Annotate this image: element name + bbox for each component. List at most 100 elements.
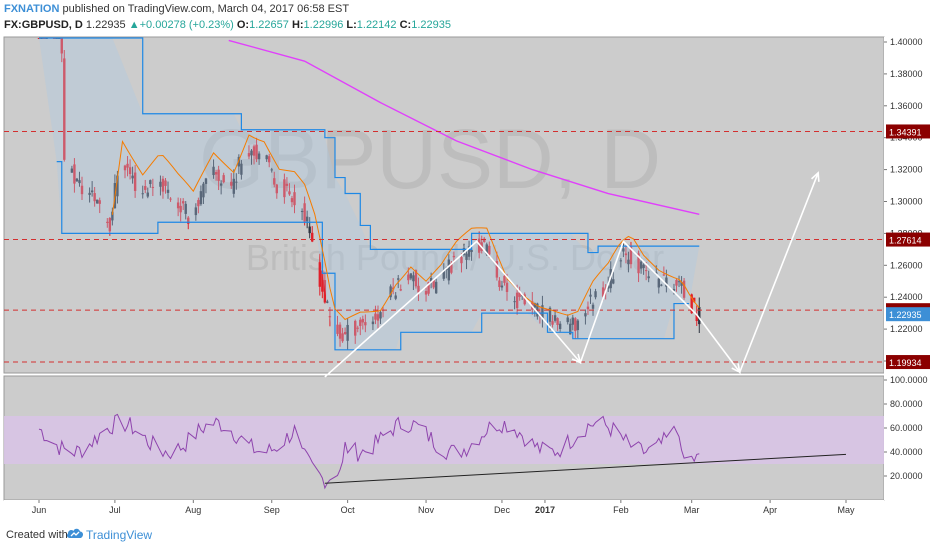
time-axis-label: Feb: [613, 505, 629, 515]
candle-body: [166, 189, 170, 193]
candle-body: [657, 278, 660, 288]
candle-body: [164, 180, 167, 186]
candle-body: [558, 323, 562, 329]
candle-body: [619, 260, 623, 262]
candle-body: [569, 323, 572, 335]
candle-body: [541, 305, 544, 319]
candle-body: [336, 324, 339, 334]
price-axis-label: 1.24000: [890, 292, 923, 302]
candle-body: [93, 193, 96, 202]
candle-body: [123, 165, 127, 171]
candle-body: [75, 178, 79, 182]
candle-body: [399, 289, 402, 291]
rsi-axis-label: 80.0000: [890, 399, 923, 409]
created-with-text: Created with: [6, 529, 68, 541]
candle-body: [513, 301, 516, 303]
candle-body: [591, 304, 595, 309]
candle-body: [214, 172, 218, 175]
candle-body: [199, 191, 203, 205]
chart-header: FXNATION published on TradingView.com, M…: [0, 0, 932, 36]
candle-body: [414, 270, 418, 287]
candle-body: [283, 179, 286, 198]
candle-body: [566, 317, 569, 323]
author-name[interactable]: FXNATION: [4, 3, 60, 15]
change-arrow-icon: ▲: [128, 19, 140, 31]
candle-body: [144, 186, 147, 190]
candle-body: [78, 180, 81, 184]
candle-body: [361, 318, 365, 323]
candle-body: [434, 281, 438, 294]
candle-body: [548, 307, 552, 322]
time-axis-label: Dec: [494, 505, 511, 515]
candle-body: [576, 320, 580, 331]
price-label-text: 1.34391: [889, 127, 922, 137]
tradingview-brand[interactable]: TradingView: [86, 528, 153, 542]
channel-upper-line: [39, 37, 700, 254]
candle-body: [169, 198, 172, 200]
high-label: H:: [291, 19, 304, 31]
moving-average-line: [228, 39, 700, 215]
current-price-label: [886, 307, 930, 322]
candle-body: [680, 282, 683, 286]
candle-body: [181, 201, 185, 204]
candle-body: [255, 144, 258, 160]
tradingview-cloud-icon: [66, 528, 84, 538]
level-price-label: [886, 124, 930, 139]
candle-body: [409, 273, 413, 279]
candle-body: [197, 200, 200, 207]
candle-body: [432, 279, 435, 288]
candle-body: [285, 183, 289, 186]
candle-body: [364, 322, 367, 326]
rsi-axis-label: 20.0000: [890, 471, 923, 481]
candle-body: [518, 292, 521, 297]
candle-body: [247, 153, 251, 157]
candle-body: [665, 277, 668, 287]
candle-body: [574, 318, 577, 332]
candle-body: [533, 303, 537, 308]
candle-body: [230, 181, 233, 186]
rsi-axis-label: 60.0000: [890, 423, 923, 433]
level-price-label: [886, 355, 930, 370]
low-value: 1.22142: [356, 19, 397, 31]
price-axis-label: 1.32000: [890, 165, 923, 175]
candle-body: [412, 275, 415, 282]
time-axis-label: May: [837, 505, 855, 515]
ohlc-line: FX:GBPUSD, D 1.22935 ▲+0.00278 (+0.23%) …: [4, 19, 451, 31]
price-label-text: 1.27614: [889, 236, 922, 246]
candle-body: [161, 178, 165, 192]
candle-body: [202, 183, 205, 198]
candle-body: [644, 270, 648, 272]
candle-body: [131, 175, 134, 179]
candle-body: [95, 199, 99, 204]
candle-body: [551, 321, 554, 325]
candle-body: [60, 38, 63, 54]
candle-body: [303, 203, 306, 222]
candle-body: [343, 332, 347, 334]
candle-body: [328, 316, 332, 318]
candle-body: [407, 274, 410, 281]
candle-body: [288, 191, 291, 195]
candle-body: [356, 327, 359, 329]
candle-body: [63, 58, 66, 160]
candle-body: [265, 155, 268, 160]
price-axis-label: 1.40000: [890, 37, 923, 47]
candle-body: [70, 168, 74, 173]
candle-body: [682, 280, 686, 298]
candle-body: [326, 301, 329, 303]
candle-body: [467, 246, 471, 257]
candle-body: [695, 314, 698, 321]
candle-body: [106, 221, 109, 223]
candle-body: [128, 167, 132, 175]
candle-body: [460, 257, 463, 264]
candle-body: [149, 180, 152, 185]
arrowhead-up: [811, 171, 820, 182]
last-price: 1.22935: [85, 19, 126, 31]
candle-body: [257, 153, 261, 160]
channel-lower-line: [56, 161, 690, 351]
candle-body: [637, 253, 640, 274]
candle-body: [470, 249, 473, 253]
candle-body: [389, 286, 392, 298]
candle-body: [462, 247, 466, 255]
publish-line: FXNATION published on TradingView.com, M…: [4, 3, 349, 15]
